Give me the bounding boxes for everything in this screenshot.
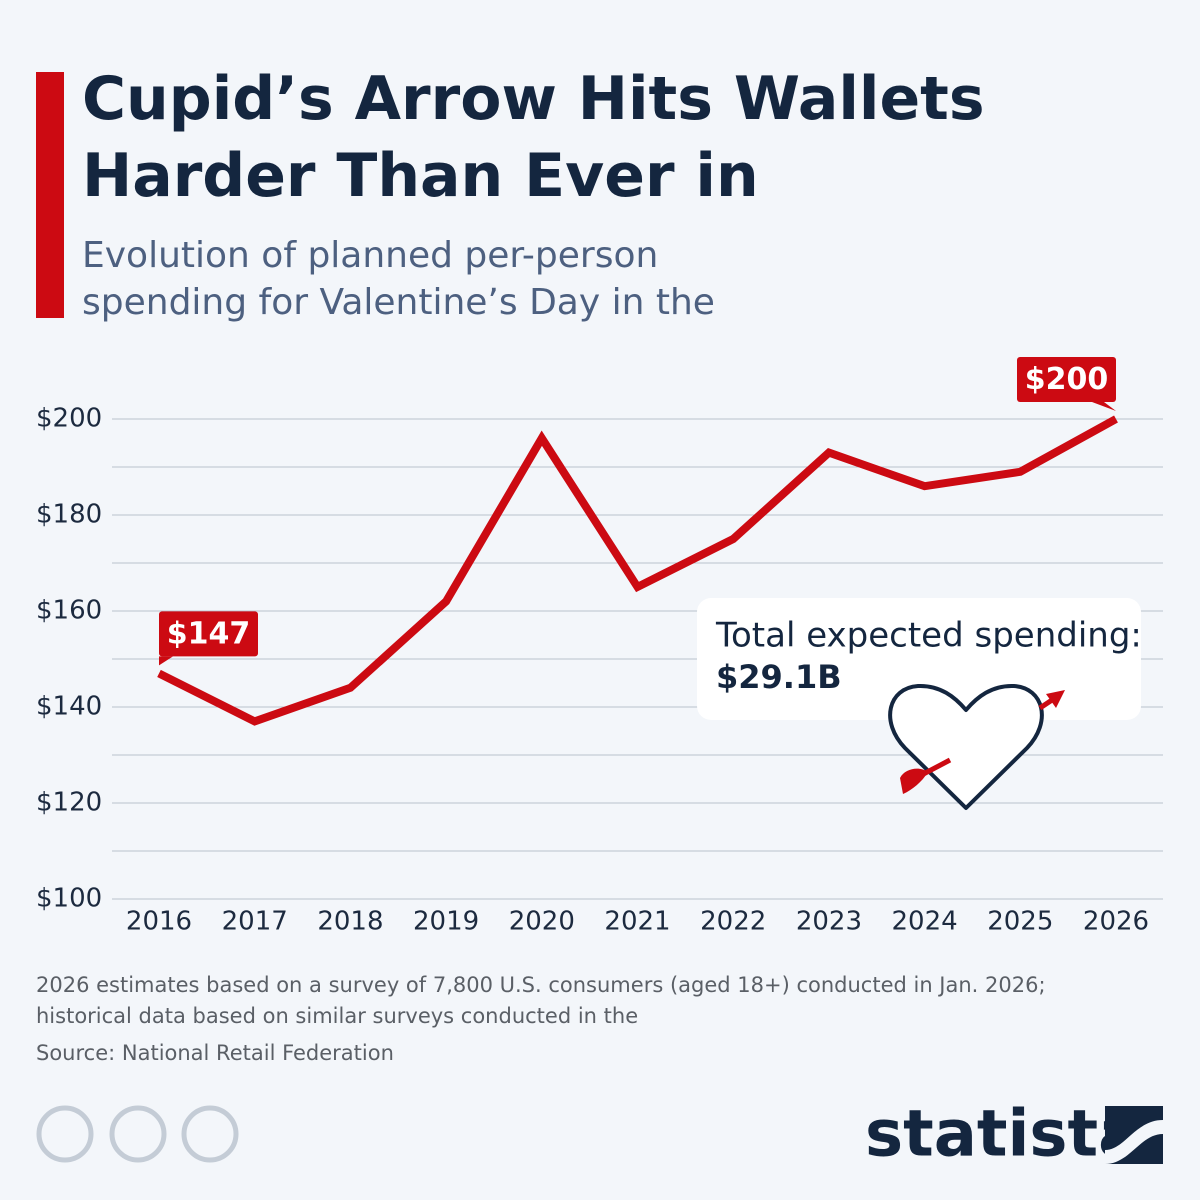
y-tick-label: $200 (36, 404, 102, 434)
y-tick-label: $160 (36, 596, 102, 626)
x-tick-label: 2017 (222, 907, 288, 937)
y-tick-label: $180 (36, 500, 102, 530)
y-tick-label: $140 (36, 692, 102, 722)
accent-bar (36, 72, 64, 318)
data-label: $147 (167, 616, 251, 651)
x-tick-label: 2026 (1083, 907, 1149, 937)
x-tick-label: 2019 (413, 907, 479, 937)
label-box (159, 611, 258, 657)
annotation-value: $29.1B (716, 658, 842, 696)
x-tick-label: 2024 (892, 907, 958, 937)
heart-icon (888, 683, 1065, 810)
x-tick-label: 2025 (987, 907, 1053, 937)
x-tick-label: 2022 (700, 907, 766, 937)
source: Source: National Retail Federation (36, 1041, 394, 1065)
label-pointer (159, 656, 173, 666)
text-line: 2026 estimates based on a survey of 7,80… (36, 973, 1052, 997)
brand-logo (1105, 1106, 1163, 1164)
annotation-text: Total expected spending: (715, 616, 1142, 656)
x-tick-label: 2021 (604, 907, 670, 937)
x-tick-label: 2020 (509, 907, 575, 937)
y-tick-label: $100 (36, 884, 102, 914)
data-line (157, 415, 1118, 726)
text-line: Cupid’s Arrow Hits Wallets (82, 64, 1005, 134)
label-pointer (1092, 402, 1116, 411)
label-box (1017, 357, 1116, 402)
footnote: 2026 estimates based on a survey of 7,80… (36, 973, 1052, 1028)
data-label: $200 (1025, 362, 1109, 397)
brand: statista (865, 1098, 1141, 1172)
text-line: historical data based on similar surveys… (36, 1004, 638, 1028)
text-line: Evolution of planned per-person (82, 235, 670, 276)
chart-subtitle: Evolution of planned per-person spending… (82, 235, 715, 323)
y-tick-label: $120 (36, 788, 102, 818)
text-line: spending for Valentine’s Day in the (82, 282, 715, 323)
license-icons (36, 1105, 239, 1163)
text-line: Harder Than Ever in (82, 141, 759, 211)
chart-title: Cupid’s Arrow Hits Wallets Harder Than E… (82, 64, 1005, 211)
x-tick-label: 2016 (126, 907, 192, 937)
x-tick-label: 2023 (796, 907, 862, 937)
x-tick-label: 2018 (317, 907, 383, 937)
